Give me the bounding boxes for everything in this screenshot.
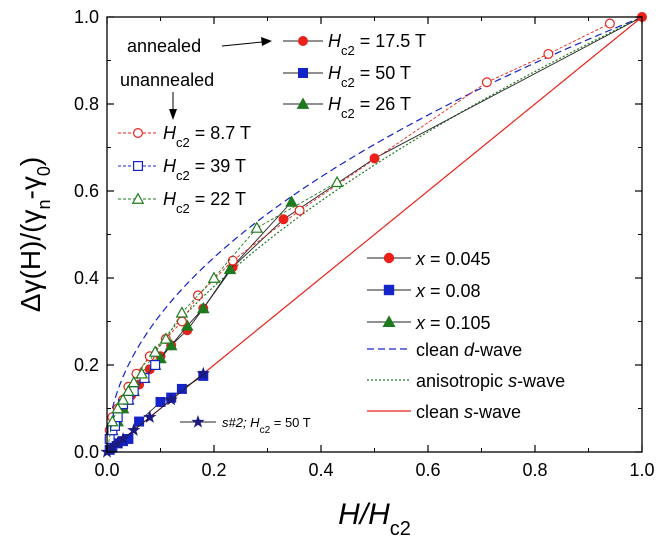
legend-label: Hc2 = 8.7 T [163, 123, 251, 150]
annealed-arrowhead [261, 37, 272, 46]
legend-label: x = 0.045 [415, 249, 491, 269]
y-tick-label: 0.6 [74, 181, 99, 201]
data-point [134, 416, 145, 427]
legend-label: x = 0.105 [415, 313, 491, 333]
legend-label: Hc2 = 50 T [328, 63, 411, 90]
legend-marker [133, 128, 144, 139]
data-point [111, 401, 124, 414]
data-point [164, 392, 178, 406]
y-tick-label: 0.2 [74, 355, 99, 375]
legend-row-open-1: Hc2 = 8.7 T [118, 123, 251, 150]
data-point [227, 255, 238, 266]
y-tick-label: 0.0 [74, 442, 99, 462]
series-line [106, 181, 338, 453]
y-tick-label: 1.0 [74, 7, 99, 27]
data-point [135, 367, 149, 379]
axes: 0.0 0.2 0.4 0.6 0.8 1.0 0.0 0.2 0.4 0.6 0.8 1.0 [74, 7, 655, 480]
data-point [127, 375, 141, 388]
legend-row-open-3: Hc2 = 22 T [118, 189, 246, 216]
legend-marker [191, 415, 205, 428]
data-point [116, 431, 130, 445]
legend-row-filled-1: Hc2 = 17.5 T [283, 31, 426, 58]
data-point [150, 360, 161, 371]
data-point [192, 290, 203, 301]
data-point [604, 18, 615, 29]
sample-legend: Hc2 = 17.5 T Hc2 = 50 T Hc2 = 26 T Hc2 = 8.… [118, 31, 426, 216]
legend-marker [298, 67, 309, 78]
composition-legend: x = 0.045 x = 0.08 x = 0.105 clean d-wave an… [367, 249, 565, 422]
data-point [330, 175, 344, 188]
unannealed-label: unannealed [120, 70, 214, 90]
annealed-label: annealed [127, 36, 201, 56]
x-tick-label: 0.0 [94, 460, 119, 480]
series-3 [106, 195, 298, 453]
legend-label: s#2; Hc2 = 50 T [222, 415, 311, 436]
legend-label: anisotropic s-wave [416, 371, 565, 391]
legend-marker [296, 97, 310, 109]
data-point [250, 221, 264, 233]
data-point [159, 332, 173, 344]
data-point [164, 338, 178, 351]
legend-label: Hc2 = 17.5 T [328, 31, 426, 58]
legend-row-x-2: x = 0.08 [367, 281, 481, 301]
legend-label: clean d-wave [416, 340, 522, 360]
legend-row-filled-2: Hc2 = 50 T [283, 63, 411, 90]
y-tick-label: 0.8 [74, 94, 99, 114]
x-tick-label: 1.0 [629, 460, 654, 480]
data-point [223, 262, 237, 275]
unannealed-arrowhead [169, 109, 177, 120]
legend-marker [133, 161, 144, 172]
legend-label: x = 0.08 [415, 281, 481, 301]
legend-label: clean s-wave [416, 402, 521, 422]
curve-clean-d-wave [106, 16, 643, 453]
legend-label: Hc2 = 39 T [163, 156, 246, 183]
data-point [143, 410, 157, 423]
annealed-arrow [221, 41, 263, 47]
data-point [207, 271, 221, 283]
legend-marker [131, 192, 145, 204]
y-tick-label: 0.4 [74, 268, 99, 288]
data-point [122, 384, 135, 396]
data-point [285, 195, 298, 207]
legend-label: Hc2 = 26 T [328, 94, 411, 121]
data-point [196, 366, 210, 380]
data-point [106, 415, 119, 427]
data-point [294, 205, 305, 216]
x-tick-label: 0.6 [415, 460, 440, 480]
curve-anisotropic-s-wave [106, 16, 643, 453]
legend-row-x-3: x = 0.105 [367, 313, 491, 333]
series-7 [100, 366, 210, 458]
data-point [176, 383, 187, 394]
legend-marker [383, 252, 395, 264]
data-point [369, 153, 380, 164]
legend-marker [383, 284, 395, 296]
legend-row-curve-1: clean d-wave [367, 340, 522, 360]
legend-marker [298, 35, 309, 46]
y-axis-label: Δγ(H)/(γn-γ0) [15, 157, 54, 312]
series-line [106, 201, 292, 453]
data-point [127, 423, 141, 436]
x-tick-label: 0.8 [522, 460, 547, 480]
x-tick-label: 0.2 [201, 460, 226, 480]
data-point [175, 306, 189, 318]
x-axis-label: H/Hc2 [338, 498, 411, 538]
legend-row-x-1: x = 0.045 [367, 249, 491, 269]
series-6 [106, 175, 344, 453]
data-point [543, 48, 554, 59]
legend-row-curve-3: clean s-wave [367, 402, 521, 422]
data-point [197, 301, 210, 314]
data-point [481, 77, 492, 88]
x-tick-label: 0.4 [308, 460, 333, 480]
data-point [155, 396, 166, 407]
data-point [176, 316, 187, 327]
legend-row-open-2: Hc2 = 39 T [118, 156, 246, 183]
data-point [148, 345, 162, 357]
legend-row-s2: s#2; Hc2 = 50 T [180, 415, 311, 436]
legend-row-curve-2: anisotropic s-wave [367, 371, 565, 391]
legend-marker [382, 315, 396, 328]
legend-row-filled-3: Hc2 = 26 T [283, 94, 411, 121]
data-point [116, 393, 130, 405]
legend-label: Hc2 = 22 T [163, 189, 246, 216]
